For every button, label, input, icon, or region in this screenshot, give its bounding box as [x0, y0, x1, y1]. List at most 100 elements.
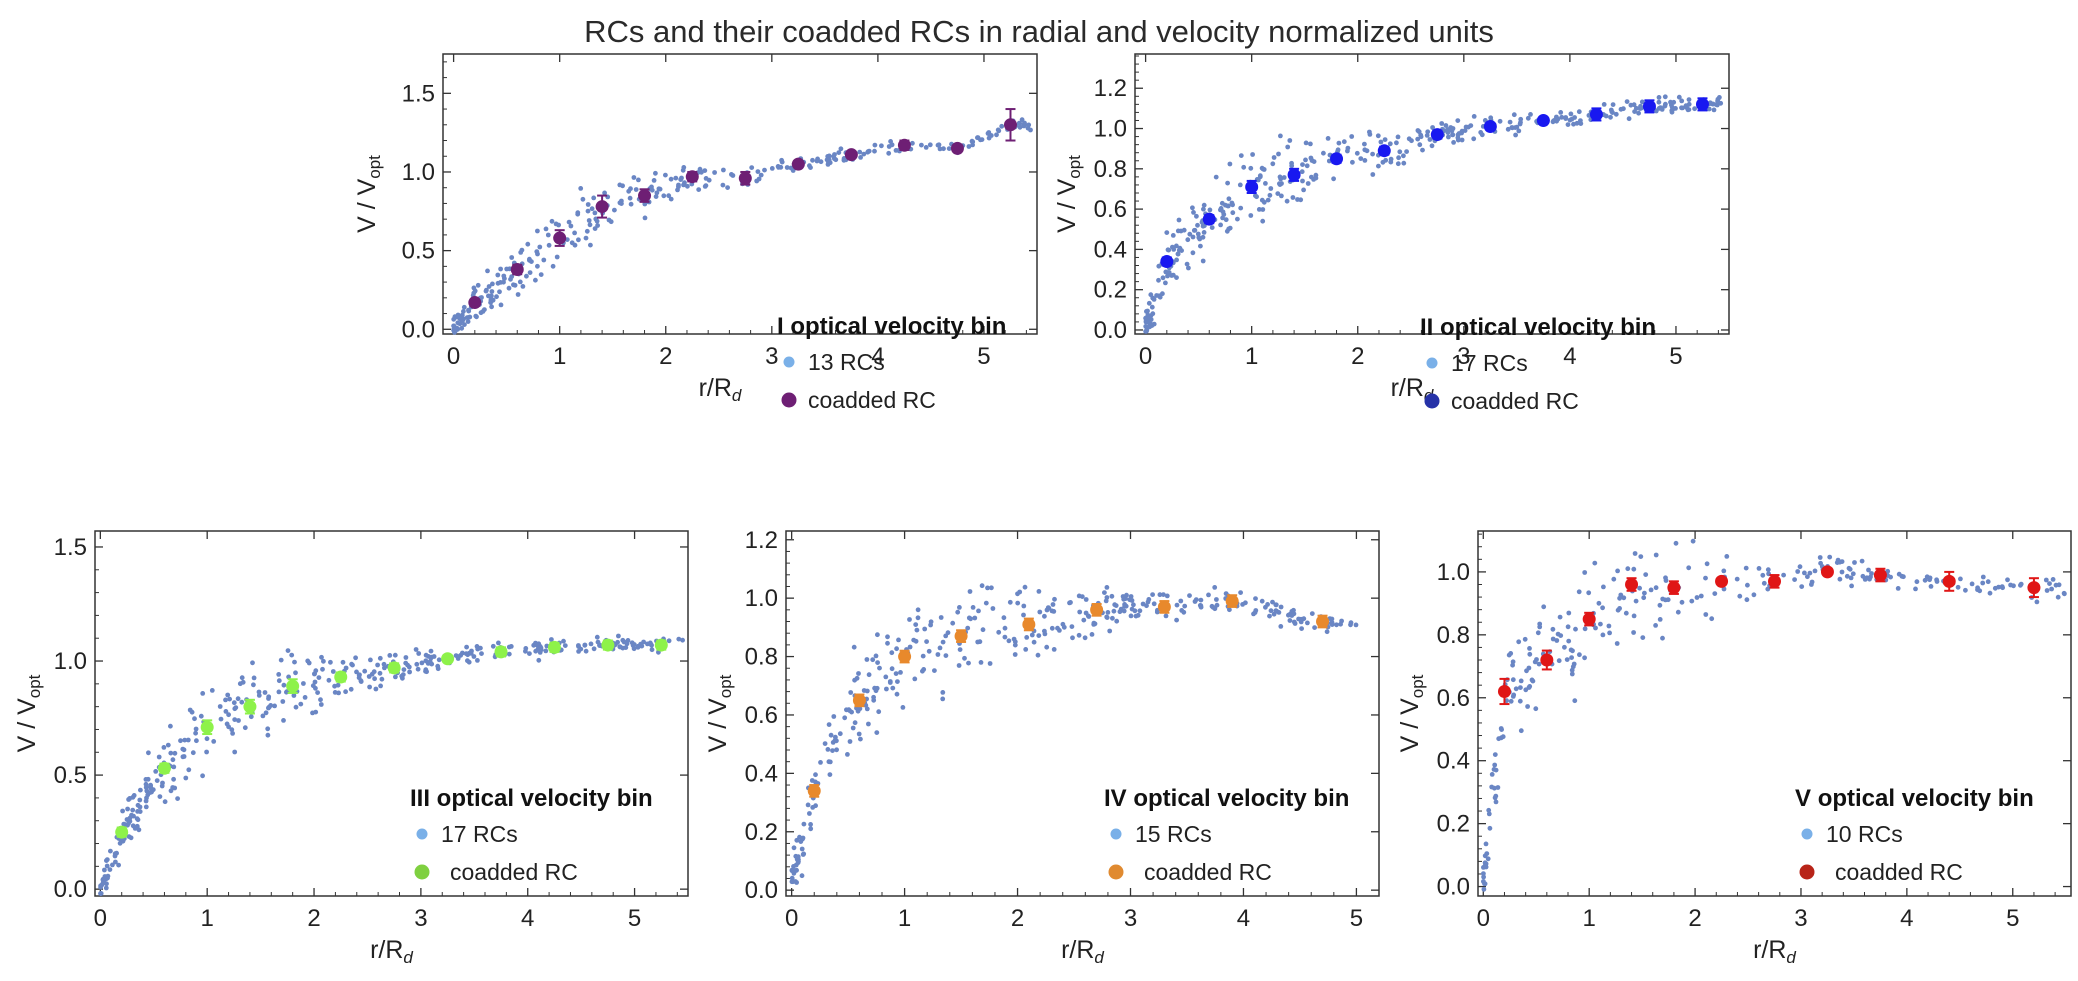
- rc-point: [639, 643, 645, 649]
- rc-point: [1289, 160, 1294, 166]
- rc-point: [1157, 592, 1163, 598]
- coadded-point: [1873, 568, 1887, 582]
- legend-rc-label: 10 RCs: [1826, 821, 1903, 847]
- rc-point: [2053, 582, 2059, 588]
- rc-point: [1348, 620, 1354, 626]
- rc-point: [587, 222, 593, 228]
- rc-point: [326, 677, 332, 683]
- rc-point: [102, 867, 107, 873]
- rc-point: [1582, 626, 1588, 632]
- rc-point: [1395, 161, 1401, 167]
- rc-point: [200, 773, 206, 779]
- rc-point: [1532, 659, 1538, 665]
- rc-point: [387, 653, 393, 658]
- rc-point: [620, 637, 626, 643]
- rc-point: [1927, 577, 1932, 583]
- rc-point: [550, 263, 556, 269]
- rc-point: [808, 826, 814, 832]
- rc-point: [1638, 103, 1643, 109]
- rc-point: [1021, 612, 1026, 618]
- rc-point: [1449, 128, 1455, 134]
- rc-point: [1455, 135, 1461, 141]
- rc-point: [1076, 593, 1082, 599]
- legend-rc-label: 17 RCs: [1451, 350, 1528, 376]
- rc-point: [1218, 207, 1223, 213]
- rc-point: [927, 142, 933, 148]
- rc-point: [377, 670, 383, 676]
- rc-point: [1144, 309, 1149, 314]
- rc-point: [656, 186, 662, 192]
- rc-point: [831, 714, 837, 719]
- x-tick-label: 0: [785, 905, 798, 932]
- rc-point: [1805, 574, 1810, 580]
- rc-point: [668, 196, 674, 202]
- rc-point: [1596, 600, 1602, 606]
- rc-point: [1156, 277, 1161, 283]
- rc-point: [941, 146, 946, 152]
- rc-point: [125, 806, 130, 812]
- rc-point: [381, 661, 387, 667]
- rc-point: [841, 156, 847, 161]
- rc-point: [793, 853, 799, 859]
- rc-point: [223, 709, 229, 714]
- y-tick-label: 0.4: [1094, 236, 1127, 263]
- x-tick-label: 4: [1563, 343, 1576, 370]
- rc-point: [848, 690, 854, 695]
- rc-point: [1506, 652, 1512, 658]
- rc-point: [1623, 610, 1629, 616]
- plot-frame: [785, 530, 1380, 897]
- coadded-point: [1540, 653, 1554, 667]
- rc-point: [537, 650, 543, 655]
- rc-point: [1387, 141, 1393, 147]
- rc-point: [680, 167, 686, 173]
- rc-point: [889, 650, 895, 656]
- rc-point: [310, 683, 316, 689]
- rc-point: [1006, 638, 1012, 644]
- rc-points: [98, 633, 685, 896]
- rc-point: [1859, 558, 1865, 564]
- rc-point: [1518, 728, 1524, 734]
- legend: II optical velocity bin 17 RCs coadded RC: [1420, 314, 1656, 414]
- coadded-point: [595, 200, 609, 214]
- rc-point: [1999, 584, 2005, 589]
- rc-point: [1298, 197, 1304, 203]
- rc-point: [461, 309, 466, 314]
- rc-point: [1303, 140, 1309, 146]
- plot-frame: [442, 53, 1038, 335]
- rc-point: [907, 617, 912, 622]
- rc-point: [872, 142, 878, 148]
- rc-point: [1516, 639, 1522, 645]
- rc-point: [312, 679, 318, 685]
- x-axis-label: r/Rd: [699, 374, 742, 405]
- rc-point: [957, 647, 963, 652]
- rc-point: [2043, 577, 2049, 583]
- rc-point: [1104, 614, 1110, 620]
- rc-point: [1606, 623, 1612, 629]
- rc-point: [318, 697, 323, 703]
- rc-point: [871, 697, 877, 703]
- panel-III: 0 1 2 3 4 5 0.0 0.5 1.0 1.5 V / Vopt r/Rd III optica…: [13, 530, 689, 967]
- rc-point: [1592, 560, 1598, 566]
- rc-point: [858, 155, 863, 160]
- rc-point: [649, 647, 655, 653]
- rc-point: [1958, 576, 1963, 582]
- rc-point: [1102, 590, 1107, 595]
- x-tick-label: 0: [94, 905, 107, 932]
- rc-point: [515, 292, 521, 297]
- rc-point: [923, 145, 929, 150]
- rc-point: [617, 182, 623, 188]
- rc-point: [1615, 607, 1621, 613]
- rc-point: [866, 672, 872, 678]
- rc-point: [1518, 685, 1523, 690]
- rc-point: [1639, 99, 1645, 105]
- rc-point: [978, 660, 984, 665]
- legend-rc-marker: [1110, 828, 1122, 840]
- rc-point: [1031, 639, 1037, 645]
- rc-point: [1077, 609, 1083, 615]
- rc-point: [877, 665, 882, 671]
- rc-point: [1709, 616, 1715, 622]
- rc-point: [1121, 608, 1127, 614]
- rc-point: [1642, 590, 1647, 596]
- x-tick-label: 3: [1794, 905, 1807, 932]
